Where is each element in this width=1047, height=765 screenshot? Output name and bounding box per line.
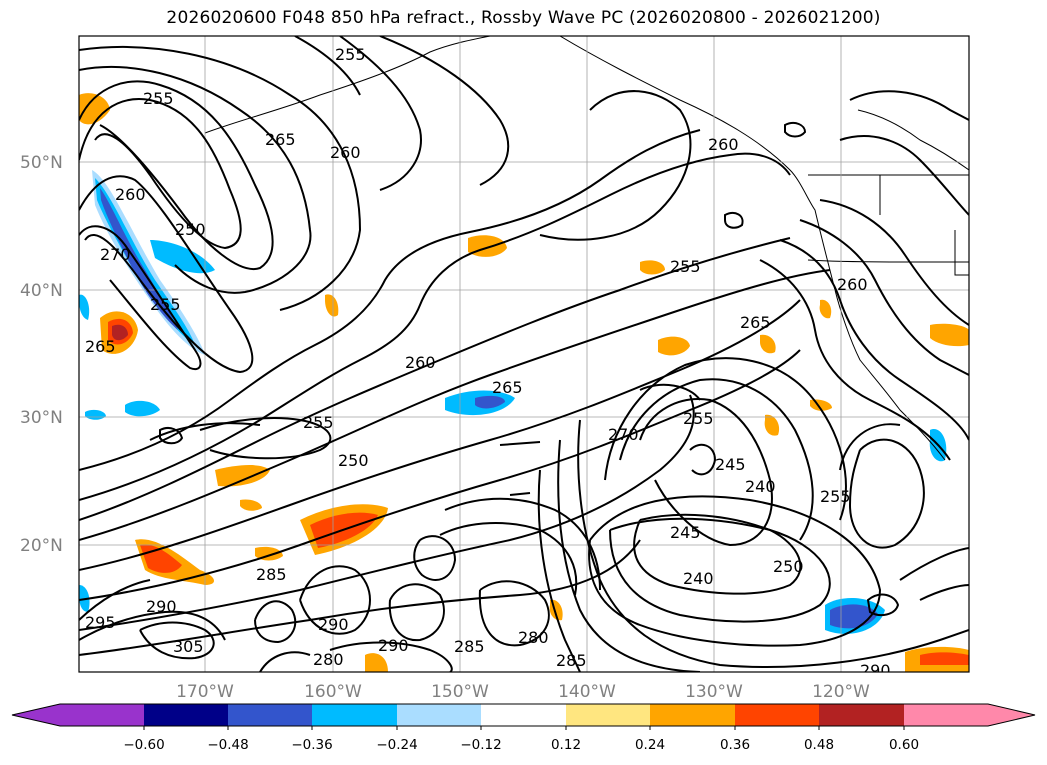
coastlines bbox=[204, 36, 969, 461]
longitude-labels: 170°W 160°W 150°W 140°W 130°W 120°W bbox=[176, 682, 870, 702]
map-frame bbox=[78, 35, 970, 673]
contour-label: 290 bbox=[378, 636, 409, 655]
contour-label: 260 bbox=[330, 143, 361, 162]
colorbar-tick-label: 0.24 bbox=[635, 737, 665, 753]
longitude-label: 140°W bbox=[558, 682, 616, 702]
contour-label: 265 bbox=[740, 313, 771, 332]
colorbar-tick-label: −0.60 bbox=[123, 737, 164, 753]
contour-label: 250 bbox=[175, 220, 206, 239]
contour-label: 255 bbox=[143, 89, 174, 108]
contour-label: 295 bbox=[85, 613, 116, 632]
contour-label: 255 bbox=[683, 409, 714, 428]
colorbar-segment bbox=[397, 704, 481, 726]
colorbar-segment bbox=[144, 704, 228, 726]
colorbar-segment bbox=[566, 704, 650, 726]
colorbar-extend-low bbox=[12, 704, 60, 726]
refractivity-contours bbox=[79, 36, 969, 672]
map-area: 255 265 260 255 250 255 260 265 260 265 … bbox=[79, 36, 969, 680]
contour-label: 280 bbox=[518, 628, 549, 647]
contour-label: 260 bbox=[115, 185, 146, 204]
contour-labels: 255 265 260 255 250 255 260 265 260 265 … bbox=[85, 45, 891, 680]
contour-label: 265 bbox=[265, 130, 296, 149]
contour-label: 265 bbox=[85, 337, 116, 356]
colorbar-tick-label: 0.36 bbox=[720, 737, 750, 753]
colorbar-tick-label: −0.12 bbox=[460, 737, 501, 753]
contour-label: 270 bbox=[100, 245, 131, 264]
longitude-label: 120°W bbox=[812, 682, 870, 702]
colorbar-outline bbox=[11, 703, 1036, 727]
latitude-labels: 50°N 40°N 30°N 20°N bbox=[20, 153, 63, 556]
contour-label: 255 bbox=[670, 257, 701, 276]
contour-label: 255 bbox=[335, 45, 366, 64]
shaded-anomalies bbox=[79, 93, 969, 672]
contour-label: 260 bbox=[708, 135, 739, 154]
contour-label: 260 bbox=[405, 353, 436, 372]
colorbar-segment bbox=[650, 704, 735, 726]
colorbar-segment bbox=[735, 704, 819, 726]
colorbar-tick-label: 0.48 bbox=[804, 737, 834, 753]
colorbar-segment bbox=[819, 704, 904, 726]
contour-label: 240 bbox=[745, 477, 776, 496]
colorbar-extend-high bbox=[988, 704, 1035, 726]
contour-label: 250 bbox=[338, 451, 369, 470]
colorbar-segment bbox=[312, 704, 397, 726]
latitude-label: 20°N bbox=[20, 536, 63, 556]
colorbar-tick-label: −0.24 bbox=[376, 737, 417, 753]
colorbar-segment bbox=[60, 704, 144, 726]
contour-label: 290 bbox=[146, 597, 177, 616]
contour-label: 285 bbox=[256, 565, 287, 584]
contour-label: 270 bbox=[608, 425, 639, 444]
colorbar-segment bbox=[904, 704, 988, 726]
contour-label: 255 bbox=[820, 487, 851, 506]
colorbar-tick-label: 0.60 bbox=[889, 737, 919, 753]
contour-label: 240 bbox=[683, 569, 714, 588]
colorbar-tick-label: −0.36 bbox=[291, 737, 332, 753]
contour-label: 255 bbox=[150, 295, 181, 314]
contour-label: 280 bbox=[313, 650, 344, 669]
latitude-label: 40°N bbox=[20, 281, 63, 301]
colorbar: −0.60 −0.48 −0.36 −0.24 −0.12 0.12 0.24 … bbox=[11, 703, 1036, 753]
longitude-label: 170°W bbox=[176, 682, 234, 702]
latitude-label: 30°N bbox=[20, 408, 63, 428]
longitude-label: 160°W bbox=[304, 682, 362, 702]
contour-label: 305 bbox=[173, 637, 204, 656]
colorbar-tick-label: 0.12 bbox=[551, 737, 581, 753]
contour-label: 285 bbox=[556, 651, 587, 670]
colorbar-segment bbox=[481, 704, 566, 726]
contour-label: 285 bbox=[454, 637, 485, 656]
colorbar-tick-label: −0.48 bbox=[207, 737, 248, 753]
colorbar-segment bbox=[228, 704, 312, 726]
contour-label: 245 bbox=[670, 523, 701, 542]
contour-label: 265 bbox=[492, 378, 523, 397]
longitude-label: 150°W bbox=[431, 682, 489, 702]
contour-label: 260 bbox=[837, 275, 868, 294]
contour-label: 290 bbox=[860, 661, 891, 680]
contour-label: 255 bbox=[303, 413, 334, 432]
contour-label: 245 bbox=[715, 455, 746, 474]
latitude-label: 50°N bbox=[20, 153, 63, 173]
longitude-label: 130°W bbox=[685, 682, 743, 702]
map-title: 2026020600 F048 850 hPa refract., Rossby… bbox=[166, 8, 881, 28]
contour-label: 290 bbox=[318, 615, 349, 634]
contour-label: 250 bbox=[773, 557, 804, 576]
